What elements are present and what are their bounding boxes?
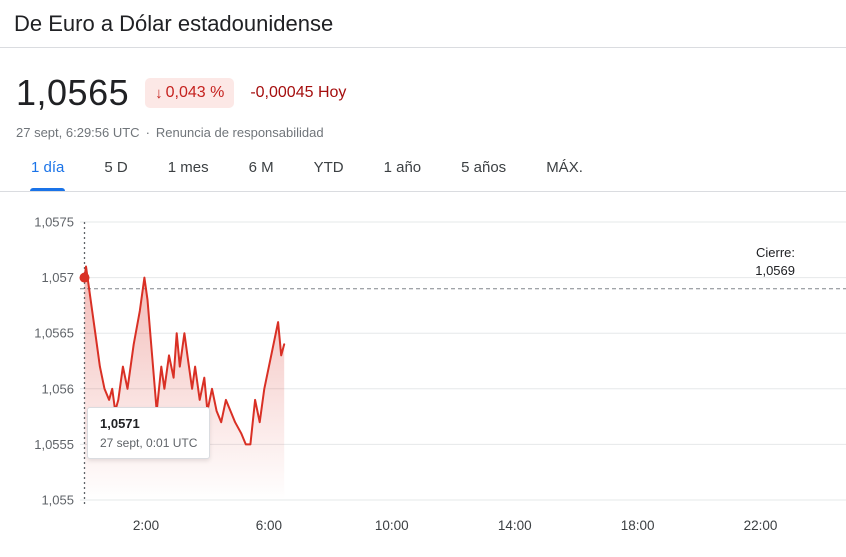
change-absolute-value: -0,00045: [250, 84, 314, 101]
chart-tooltip: 1,0571 27 sept, 0:01 UTC: [87, 407, 211, 459]
svg-text:22:00: 22:00: [744, 518, 778, 533]
tooltip-time: 27 sept, 0:01 UTC: [100, 436, 198, 450]
current-price: 1,0565: [16, 72, 130, 113]
range-tab-7[interactable]: MÁX.: [545, 157, 584, 190]
range-tab-4[interactable]: YTD: [313, 157, 345, 190]
chart-canvas: 1,0575 1,057 1,0565 1,056 1,0555 1,055 2:00 6:0…: [34, 215, 846, 533]
range-tab-5[interactable]: 1 año: [383, 157, 423, 190]
close-price-label: Cierre: 1,0569: [755, 244, 795, 280]
svg-text:1,055: 1,055: [41, 493, 74, 508]
arrow-down-icon: ↓: [155, 84, 163, 102]
svg-text:18:00: 18:00: [621, 518, 655, 533]
meta-separator: ·: [145, 125, 150, 140]
svg-text:1,057: 1,057: [41, 270, 74, 285]
change-percent-badge: ↓ 0,043 %: [145, 78, 235, 108]
range-tab-2[interactable]: 1 mes: [167, 157, 210, 190]
change-absolute: -0,00045 Hoy: [250, 84, 346, 102]
page-header: De Euro a Dólar estadounidense: [0, 0, 846, 48]
svg-text:2:00: 2:00: [133, 518, 159, 533]
svg-text:6:00: 6:00: [256, 518, 282, 533]
close-label-value: 1,0569: [755, 263, 795, 278]
tooltip-value: 1,0571: [100, 416, 140, 431]
quote-section: 1,0565 ↓ 0,043 % -0,00045 Hoy: [16, 71, 830, 115]
svg-text:10:00: 10:00: [375, 518, 409, 533]
close-label-caption: Cierre:: [755, 245, 795, 260]
quote-timestamp: 27 sept, 6:29:56 UTC: [16, 125, 140, 140]
svg-text:1,0555: 1,0555: [34, 437, 74, 452]
disclaimer-link[interactable]: Renuncia de responsabilidad: [155, 125, 324, 140]
svg-text:14:00: 14:00: [498, 518, 532, 533]
change-percent-value: 0,043 %: [165, 84, 225, 101]
svg-text:1,0565: 1,0565: [34, 326, 74, 341]
svg-text:1,056: 1,056: [41, 381, 74, 396]
price-chart[interactable]: 1,0575 1,057 1,0565 1,056 1,0555 1,055 2:00 6:0…: [0, 200, 846, 549]
svg-text:1,0575: 1,0575: [34, 215, 74, 230]
range-tab-1[interactable]: 5 D: [103, 157, 128, 190]
quote-meta: 27 sept, 6:29:56 UTC · Renuncia de respo…: [16, 125, 830, 140]
range-tabs: 1 día 5 D 1 mes 6 M YTD 1 año 5 años MÁX.: [0, 157, 846, 192]
page-title: De Euro a Dólar estadounidense: [14, 11, 334, 36]
range-tab-3[interactable]: 6 M: [248, 157, 275, 190]
range-tab-6[interactable]: 5 años: [460, 157, 507, 190]
range-tab-0[interactable]: 1 día: [30, 157, 66, 191]
change-period-label: Hoy: [317, 84, 347, 101]
